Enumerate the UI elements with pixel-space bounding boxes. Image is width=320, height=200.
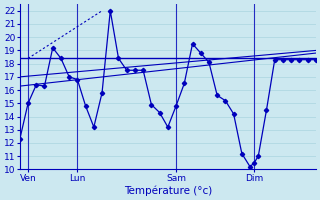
X-axis label: Température (°c): Température (°c): [124, 185, 212, 196]
